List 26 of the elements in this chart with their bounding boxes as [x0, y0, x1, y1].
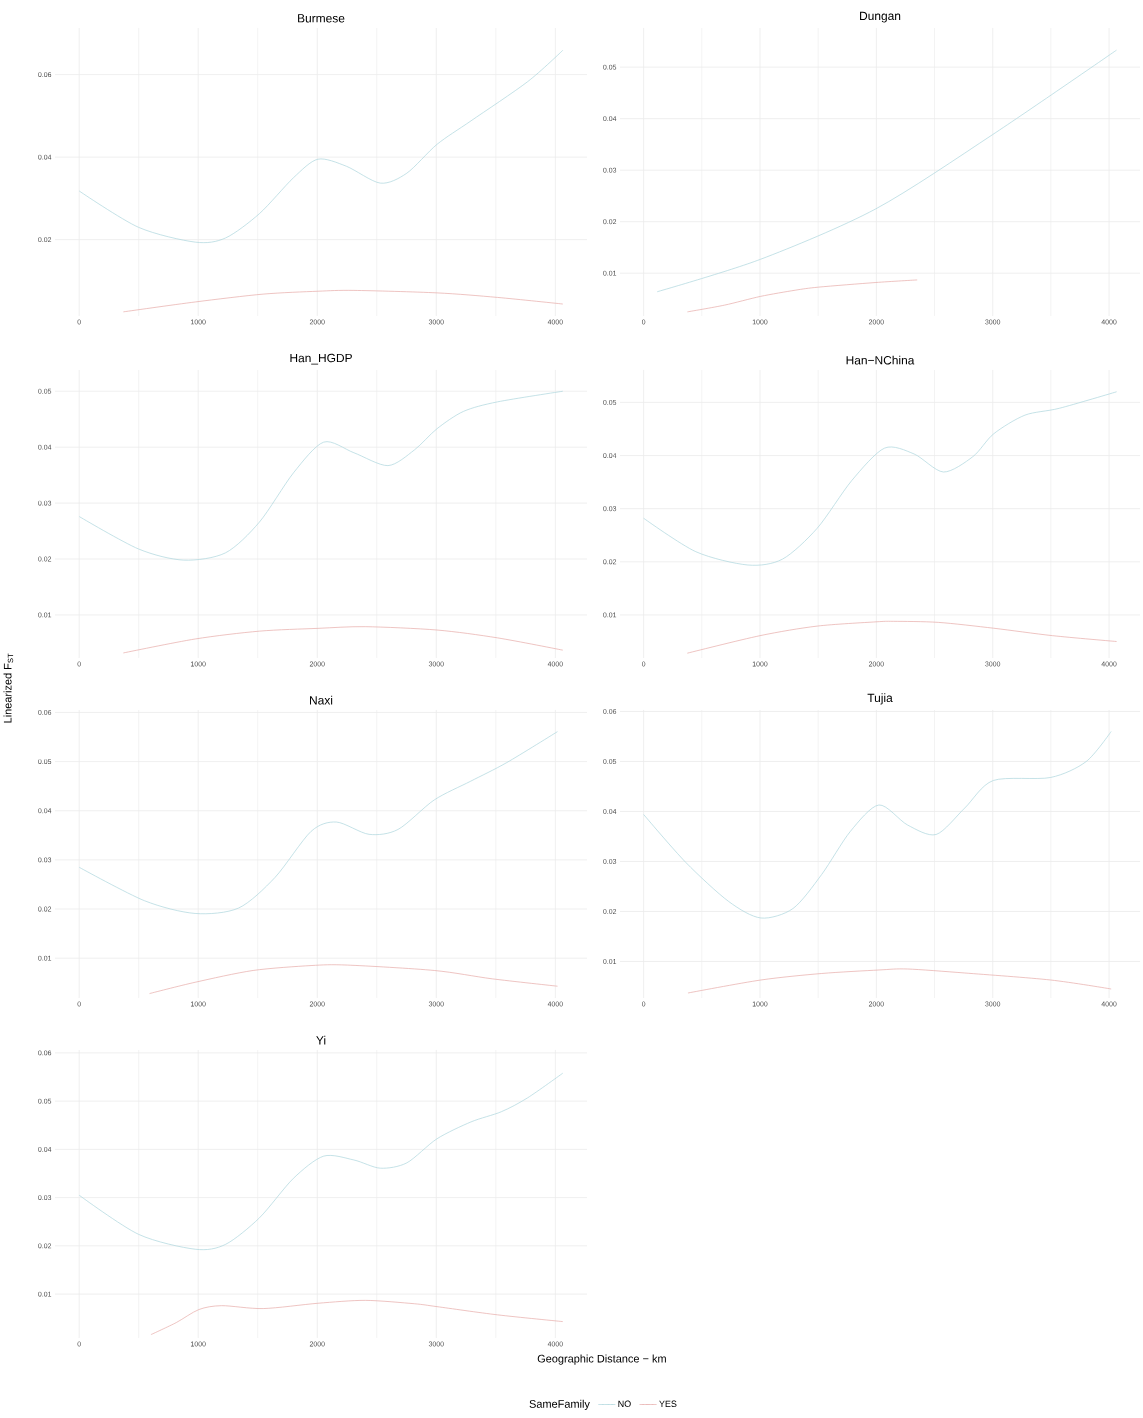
chart-title: Tujia [867, 693, 893, 705]
line-series [686, 620, 1117, 654]
line-series [149, 964, 558, 994]
line-series [643, 391, 1117, 566]
chart-title: Yi [316, 1035, 326, 1045]
chart-title: Burmese [298, 14, 345, 23]
line-series [687, 279, 918, 313]
legend-label: YES [659, 1400, 677, 1407]
x-axis-title: Geographic Distance − km [537, 1354, 666, 1365]
line-series [78, 731, 558, 915]
chart-title: Dungan [860, 11, 901, 23]
chart-title: Han_HGDP [290, 353, 352, 365]
line-series [687, 968, 1112, 994]
chart-title: Naxi [310, 695, 333, 705]
legend-title: SameFamily [529, 1399, 590, 1410]
line-series [78, 1072, 564, 1251]
line-series [150, 1300, 564, 1335]
line-series [643, 731, 1112, 919]
line-series [122, 626, 564, 654]
line-series [656, 49, 1117, 293]
line-series [78, 390, 564, 561]
chart-title: Han−NChina [846, 355, 915, 365]
legend-label: NO [618, 1400, 631, 1407]
line-series [122, 290, 564, 313]
y-axis-title: Linearized F$_{ST}$ [3, 653, 14, 723]
line-series [78, 49, 564, 243]
